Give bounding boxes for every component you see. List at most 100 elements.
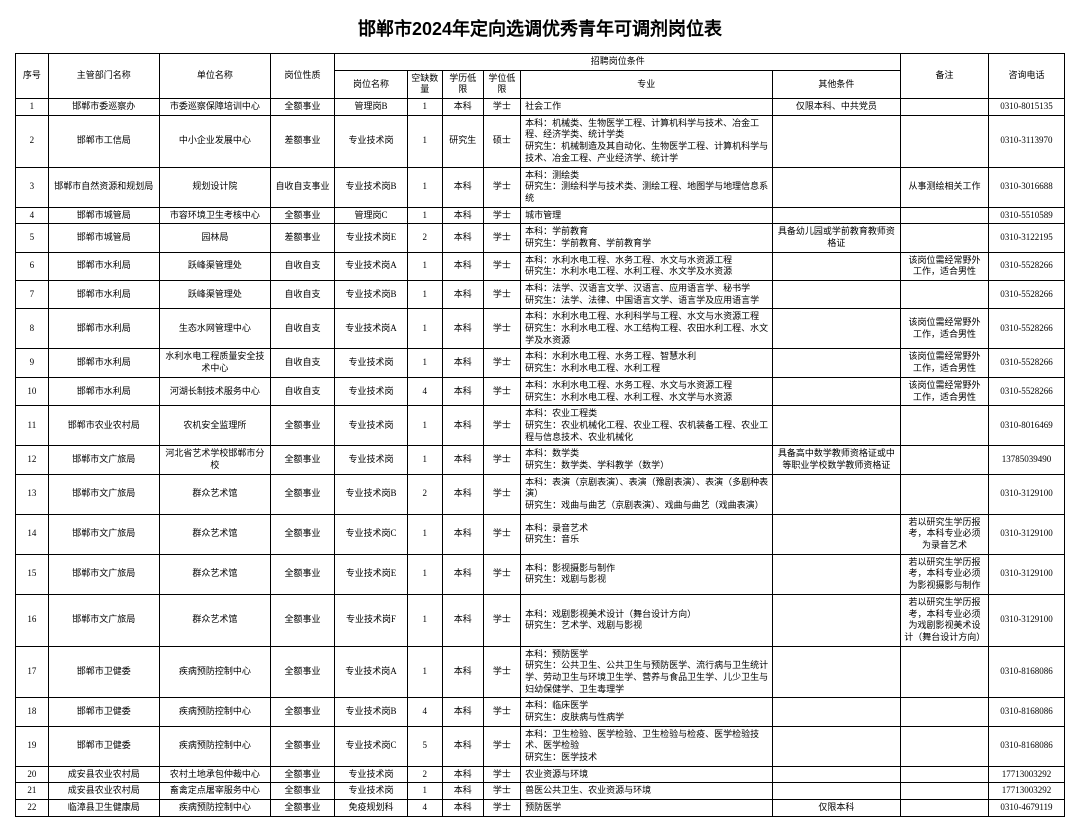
cell-edu: 本科 (442, 281, 483, 309)
cell-unit: 河湖长制技术服务中心 (159, 377, 270, 405)
cell-remark (901, 783, 989, 800)
cell-nature: 全额事业 (270, 783, 334, 800)
cell-xh: 10 (16, 377, 49, 405)
header-remark: 备注 (901, 54, 989, 99)
cell-vacancy: 4 (407, 800, 442, 817)
cell-remark: 若以研究生学历报考，本科专业必须为影视摄影与制作 (901, 554, 989, 594)
cell-post: 专业技术岗B (335, 474, 407, 514)
cell-degree: 学士 (483, 224, 520, 252)
cell-xh: 1 (16, 99, 49, 116)
cell-phone: 0310-8168086 (988, 646, 1064, 698)
cell-unit: 畜禽定点屠宰服务中心 (159, 783, 270, 800)
cell-other (772, 474, 901, 514)
cell-dept: 邯郸市工信局 (48, 115, 159, 167)
cell-degree: 学士 (483, 309, 520, 349)
table-row: 3邯郸市自然资源和规划局规划设计院自收自支事业专业技术岗B1本科学士本科：测绘类… (16, 167, 1065, 207)
cell-dept: 邯郸市文广旅局 (48, 594, 159, 646)
cell-nature: 全额事业 (270, 726, 334, 766)
cell-vacancy: 1 (407, 99, 442, 116)
cell-degree: 学士 (483, 594, 520, 646)
cell-vacancy: 1 (407, 514, 442, 554)
cell-degree: 学士 (483, 99, 520, 116)
table-row: 2邯郸市工信局中小企业发展中心差额事业专业技术岗1研究生硕士本科：机械类、生物医… (16, 115, 1065, 167)
cell-xh: 6 (16, 252, 49, 280)
cell-other (772, 207, 901, 224)
cell-dept: 邯郸市文广旅局 (48, 554, 159, 594)
header-edu: 学历低限 (442, 70, 483, 98)
cell-major: 本科：机械类、生物医学工程、计算机科学与技术、冶金工程、经济学类、统计学类研究生… (521, 115, 772, 167)
cell-remark (901, 646, 989, 698)
cell-other (772, 698, 901, 726)
cell-phone: 0310-3129100 (988, 554, 1064, 594)
cell-edu: 本科 (442, 800, 483, 817)
cell-major: 本科：农业工程类研究生：农业机械化工程、农业工程、农机装备工程、农业工程与信息技… (521, 406, 772, 446)
cell-xh: 2 (16, 115, 49, 167)
cell-xh: 11 (16, 406, 49, 446)
table-row: 1邯郸市委巡察办市委巡察保障培训中心全额事业管理岗B1本科学士社会工作仅限本科、… (16, 99, 1065, 116)
cell-major: 农业资源与环境 (521, 766, 772, 783)
cell-major: 本科：水利水电工程、水利科学与工程、水文与水资源工程研究生：水利水电工程、水工结… (521, 309, 772, 349)
cell-phone: 17713003292 (988, 766, 1064, 783)
cell-edu: 本科 (442, 698, 483, 726)
header-dept: 主管部门名称 (48, 54, 159, 99)
cell-unit: 疾病预防控制中心 (159, 646, 270, 698)
cell-dept: 邯郸市文广旅局 (48, 514, 159, 554)
table-row: 5邯郸市城管局园林局差额事业专业技术岗E2本科学士本科：学前教育研究生：学前教育… (16, 224, 1065, 252)
cell-remark (901, 474, 989, 514)
cell-major: 本科：卫生检验、医学检验、卫生检验与检疫、医学检验技术、医学检验研究生：医学技术 (521, 726, 772, 766)
cell-edu: 本科 (442, 252, 483, 280)
cell-phone: 0310-3129100 (988, 594, 1064, 646)
cell-nature: 全额事业 (270, 99, 334, 116)
cell-dept: 邯郸市水利局 (48, 281, 159, 309)
cell-xh: 7 (16, 281, 49, 309)
cell-degree: 学士 (483, 800, 520, 817)
cell-post: 专业技术岗E (335, 224, 407, 252)
table-row: 21成安县农业农村局畜禽定点屠宰服务中心全额事业专业技术岗1本科学士兽医公共卫生… (16, 783, 1065, 800)
cell-degree: 硕士 (483, 115, 520, 167)
cell-post: 专业技术岗 (335, 377, 407, 405)
cell-remark (901, 281, 989, 309)
cell-other (772, 115, 901, 167)
cell-edu: 本科 (442, 167, 483, 207)
table-row: 22临漳县卫生健康局疾病预防控制中心全额事业免疫规划科4本科学士预防医学仅限本科… (16, 800, 1065, 817)
cell-degree: 学士 (483, 474, 520, 514)
cell-phone: 0310-3129100 (988, 474, 1064, 514)
cell-post: 专业技术岗 (335, 783, 407, 800)
cell-other: 具备幼儿园或学前教育教师资格证 (772, 224, 901, 252)
cell-major: 本科：水利水电工程、水务工程、智慧水利研究生：水利水电工程、水利工程 (521, 349, 772, 377)
cell-dept: 邯郸市文广旅局 (48, 474, 159, 514)
cell-dept: 邯郸市农业农村局 (48, 406, 159, 446)
cell-phone: 0310-8015135 (988, 99, 1064, 116)
header-vacancy: 空缺数量 (407, 70, 442, 98)
header-nature: 岗位性质 (270, 54, 334, 99)
cell-remark: 若以研究生学历报考，本科专业必须为戏剧影视美术设计（舞台设计方向） (901, 594, 989, 646)
cell-major: 本科：学前教育研究生：学前教育、学前教育学 (521, 224, 772, 252)
cell-major: 本科：预防医学研究生：公共卫生、公共卫生与预防医学、流行病与卫生统计学、劳动卫生… (521, 646, 772, 698)
cell-other: 仅限本科 (772, 800, 901, 817)
cell-post: 管理岗B (335, 99, 407, 116)
table-row: 16邯郸市文广旅局群众艺术馆全额事业专业技术岗F1本科学士本科：戏剧影视美术设计… (16, 594, 1065, 646)
header-recruit-group: 招聘岗位条件 (335, 54, 901, 71)
cell-vacancy: 2 (407, 224, 442, 252)
cell-nature: 差额事业 (270, 115, 334, 167)
table-row: 11邯郸市农业农村局农机安全监理所全额事业专业技术岗1本科学士本科：农业工程类研… (16, 406, 1065, 446)
cell-nature: 全额事业 (270, 698, 334, 726)
cell-major: 本科：表演（京剧表演）、表演（豫剧表演）、表演（多剧种表演）研究生：戏曲与曲艺（… (521, 474, 772, 514)
cell-nature: 全额事业 (270, 446, 334, 474)
cell-remark (901, 766, 989, 783)
table-row: 14邯郸市文广旅局群众艺术馆全额事业专业技术岗C1本科学士本科：录音艺术研究生：… (16, 514, 1065, 554)
cell-remark: 若以研究生学历报考，本科专业必须为录音艺术 (901, 514, 989, 554)
table-row: 10邯郸市水利局河湖长制技术服务中心自收自支专业技术岗4本科学士本科：水利水电工… (16, 377, 1065, 405)
table-row: 13邯郸市文广旅局群众艺术馆全额事业专业技术岗B2本科学士本科：表演（京剧表演）… (16, 474, 1065, 514)
cell-other (772, 554, 901, 594)
cell-unit: 市委巡察保障培训中心 (159, 99, 270, 116)
cell-nature: 自收自支 (270, 281, 334, 309)
cell-remark (901, 99, 989, 116)
cell-nature: 全额事业 (270, 594, 334, 646)
cell-unit: 中小企业发展中心 (159, 115, 270, 167)
cell-xh: 13 (16, 474, 49, 514)
cell-major: 本科：录音艺术研究生：音乐 (521, 514, 772, 554)
cell-remark (901, 207, 989, 224)
cell-nature: 全额事业 (270, 766, 334, 783)
cell-post: 专业技术岗F (335, 594, 407, 646)
